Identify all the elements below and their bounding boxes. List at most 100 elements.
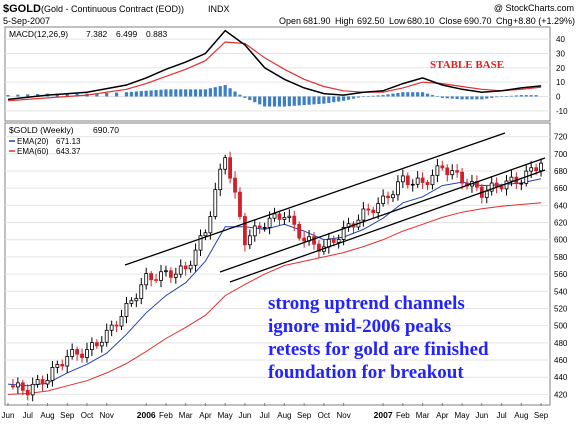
price-y-tick: 620 (554, 219, 568, 228)
x-tick-label: Feb (396, 411, 410, 420)
macd-panel: 40 30 20 10 0 -10 MACD(12,26,9) 7.382 6.499 0… (4, 26, 568, 122)
exchange-label: INDX (208, 4, 230, 14)
ema60-legend-value: 643.37 (56, 147, 81, 156)
candle-body (247, 235, 252, 246)
price-legend: $GOLD (Weekly) 690.70 EMA(20) 671.13 EMA… (9, 125, 119, 156)
macd-histogram-bar (124, 92, 129, 97)
price-gridlines (5, 136, 550, 395)
macd-histogram-bar (450, 96, 454, 99)
macd-histogram-bar (233, 91, 237, 97)
x-tick-label: 2006 (137, 410, 156, 420)
chart-description: (Gold - Continuous Contract (EOD)) (41, 4, 184, 14)
macd-histogram-bar (366, 96, 370, 97)
candle-body (425, 182, 430, 186)
macd-histogram-bar (327, 96, 331, 103)
candle-body (460, 171, 464, 184)
macd-histogram-bar (332, 96, 336, 103)
candle-body (40, 379, 45, 385)
macd-value-3: 0.883 (146, 29, 168, 39)
candle-body (341, 227, 346, 240)
candle-body (445, 167, 450, 176)
close-value: 690.70 (464, 16, 492, 26)
candle-body (292, 215, 297, 225)
candle-body (233, 177, 237, 193)
candle-body (104, 329, 109, 343)
ohlc-readout: Open 681.90 High 692.50 Low 680.10 Close… (279, 16, 575, 26)
macd-histogram-bar (203, 89, 208, 97)
chg-label: Chg (496, 16, 513, 26)
macd-histogram-bar (228, 88, 232, 97)
candle-body (45, 380, 50, 385)
price-y-tick: 680 (554, 167, 568, 176)
macd-histogram (6, 85, 538, 107)
candle-body (139, 284, 144, 299)
macd-histogram-bar (465, 96, 469, 100)
x-tick-label: Sep (60, 411, 75, 420)
candle-body (386, 195, 390, 199)
candle-body (277, 213, 282, 220)
macd-histogram-bar (485, 96, 489, 99)
x-tick-label: Jun (2, 411, 15, 420)
candle-body (149, 273, 154, 281)
macd-histogram-bar (238, 94, 242, 97)
macd-histogram-bar (253, 96, 257, 103)
price-y-tick: 600 (554, 236, 568, 245)
candle-body (85, 349, 89, 358)
macd-histogram-bar (159, 89, 163, 97)
price-y-tick: 460 (554, 356, 568, 365)
candle-body (203, 232, 208, 237)
candle-body (183, 265, 188, 270)
macd-value-2: 6.499 (116, 29, 138, 39)
macd-histogram-bar (371, 95, 375, 97)
price-y-tick: 520 (554, 304, 568, 313)
macd-histogram-bar (534, 95, 538, 97)
candle-body (539, 162, 543, 172)
candle-body (223, 157, 228, 170)
macd-signal-line (7, 41, 542, 102)
macd-histogram-bar (361, 96, 365, 97)
macd-histogram-bar (312, 96, 316, 105)
candle-body (430, 174, 435, 186)
macd-histogram-bar (411, 92, 415, 97)
candle-body (134, 298, 139, 302)
macd-histogram-bar (139, 91, 143, 97)
macd-histogram-bar (386, 94, 390, 97)
candle-body (193, 249, 198, 266)
candle-body (50, 367, 55, 381)
x-tick-label: Jun (475, 411, 488, 420)
chart-date: 5-Sep-2007 (3, 16, 50, 26)
macd-histogram-bar (401, 92, 405, 97)
macd-histogram-bar (396, 92, 400, 97)
x-tick-label: Nov (100, 411, 114, 420)
macd-histogram-bar (248, 96, 252, 101)
high-label: High (335, 16, 354, 26)
candle-body (99, 341, 104, 347)
x-tick-label: Sep (297, 411, 312, 420)
macd-histogram-bar (351, 96, 356, 99)
macd-histogram-bar (322, 96, 326, 104)
candle-body (376, 203, 381, 214)
x-tick-label: Oct (318, 411, 331, 420)
macd-histogram-bar (179, 89, 183, 97)
candle-body (243, 216, 247, 246)
candle-body (90, 342, 94, 350)
candle-body (361, 208, 366, 221)
price-y-tick: 480 (554, 339, 568, 348)
candle-body (396, 181, 400, 196)
macd-histogram-bar (381, 95, 385, 97)
macd-histogram-bar (376, 95, 380, 97)
candle-body (70, 349, 75, 357)
macd-histogram-bar (406, 92, 410, 97)
macd-histogram-bar (218, 86, 222, 97)
macd-histogram-bar (277, 96, 282, 107)
x-tick-label: Sep (534, 411, 549, 420)
macd-histogram-bar (302, 96, 306, 106)
candle-body (173, 273, 178, 278)
macd-histogram-bar (524, 95, 528, 97)
x-tick-label: 2007 (374, 410, 393, 420)
macd-histogram-bar (499, 96, 504, 97)
macd-y-tick: 30 (556, 50, 565, 59)
macd-histogram-bar (258, 96, 262, 105)
macd-histogram-bar (263, 96, 267, 107)
